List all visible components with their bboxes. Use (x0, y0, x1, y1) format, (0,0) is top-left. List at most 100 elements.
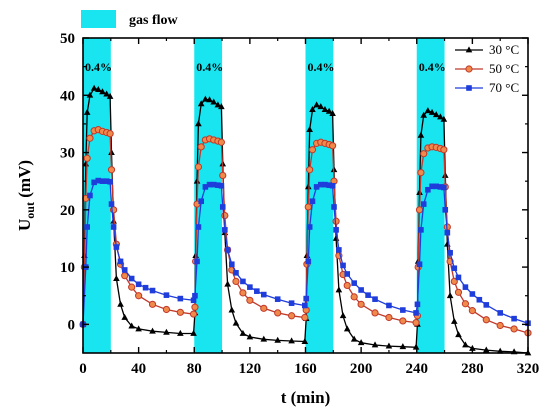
series-layer (79, 84, 532, 356)
marker-circle (135, 292, 143, 300)
marker-square (247, 284, 253, 290)
marker-square (476, 296, 483, 303)
marker-circle (217, 138, 225, 146)
marker-triangle (288, 337, 295, 344)
marker-square (224, 247, 231, 253)
marker-square (344, 271, 351, 277)
marker-triangle (357, 339, 365, 346)
marker-square (202, 184, 209, 190)
marker-circle (420, 150, 428, 158)
marker-circle (440, 146, 448, 154)
marker-circle (343, 281, 351, 290)
marker-triangle (432, 111, 440, 118)
marker-square (358, 287, 364, 293)
marker-circle (308, 146, 317, 154)
marker-circle (86, 134, 94, 142)
band-labels: 0.4% 0.4% 0.4% 0.4% (85, 60, 446, 74)
marker-square (305, 258, 312, 265)
marker-triangle (317, 103, 325, 110)
y-axis-title: Uout (mV) (15, 160, 37, 231)
marker-triangle (193, 177, 201, 184)
marker-square (416, 261, 423, 268)
marker-circle (482, 316, 490, 324)
marker-square (437, 184, 444, 190)
marker-square (198, 198, 205, 205)
marker-triangle (301, 337, 309, 344)
marker-square (240, 278, 246, 285)
marker-circle (417, 168, 425, 177)
marker-circle (465, 65, 473, 73)
legend-label: 50 °C (489, 61, 519, 76)
marker-triangle (163, 328, 170, 335)
marker-triangle (224, 280, 231, 287)
y-tick-label: 30 (60, 146, 75, 162)
marker-circle (350, 293, 358, 301)
band-concentration-label: 0.4% (196, 60, 223, 74)
legend-label: 30 °C (489, 42, 519, 57)
marker-square (497, 310, 503, 316)
marker-triangle (99, 88, 106, 95)
marker-circle (176, 308, 184, 316)
marker-square (135, 281, 142, 288)
marker-triangle (246, 333, 254, 340)
marker-triangle (108, 148, 115, 155)
gas-flow-band (305, 38, 334, 353)
gas-flow-band (194, 38, 223, 353)
marker-circle (461, 300, 470, 308)
marker-circle (162, 305, 171, 314)
marker-square (222, 227, 228, 233)
marker-square (326, 182, 332, 188)
marker-square (418, 227, 424, 233)
marker-circle (468, 307, 476, 315)
marker-triangle (149, 327, 156, 334)
marker-circle (304, 203, 312, 211)
marker-square (103, 178, 110, 184)
marker-square (274, 296, 281, 302)
marker-triangle (339, 312, 347, 319)
marker-triangle (86, 91, 94, 98)
marker-square (110, 224, 117, 230)
marker-triangle (228, 306, 236, 313)
marker-square (466, 85, 472, 91)
marker-square (306, 224, 313, 230)
marker-triangle (94, 85, 102, 92)
marker-triangle (465, 46, 473, 53)
marker-circle (306, 166, 314, 174)
marker-triangle (417, 131, 425, 138)
marker-triangle (83, 108, 91, 115)
marker-triangle (420, 111, 428, 118)
marker-square (309, 198, 316, 205)
marker-square (210, 181, 217, 188)
marker-triangle (424, 107, 432, 114)
legend-label: 70 °C (489, 80, 519, 95)
marker-triangle (239, 329, 247, 336)
marker-triangle (446, 292, 454, 299)
marker-square (91, 179, 97, 186)
marker-circle (239, 289, 247, 297)
marker-triangle (274, 336, 281, 343)
marker-circle (232, 277, 240, 286)
x-tick-label: 40 (131, 361, 146, 377)
marker-square (117, 258, 124, 265)
marker-circle (246, 296, 254, 304)
marker-circle (385, 313, 393, 322)
x-tick-label: 240 (406, 361, 429, 377)
marker-circle (221, 211, 229, 220)
x-tick-label: 200 (350, 361, 373, 377)
marker-triangle (214, 101, 222, 108)
marker-triangle (210, 98, 218, 105)
marker-circle (329, 142, 337, 150)
marker-square (113, 244, 120, 250)
marker-triangle (121, 313, 129, 320)
y-tick-label: 50 (60, 31, 75, 47)
marker-triangle (450, 317, 458, 324)
marker-square (400, 307, 406, 313)
marker-triangle (343, 325, 351, 332)
marker-triangle (325, 107, 333, 114)
marker-square (313, 184, 320, 190)
marker-triangle (113, 274, 120, 281)
marker-square (219, 204, 226, 210)
marker-circle (371, 309, 379, 317)
y-tick-label: 10 (60, 260, 75, 276)
